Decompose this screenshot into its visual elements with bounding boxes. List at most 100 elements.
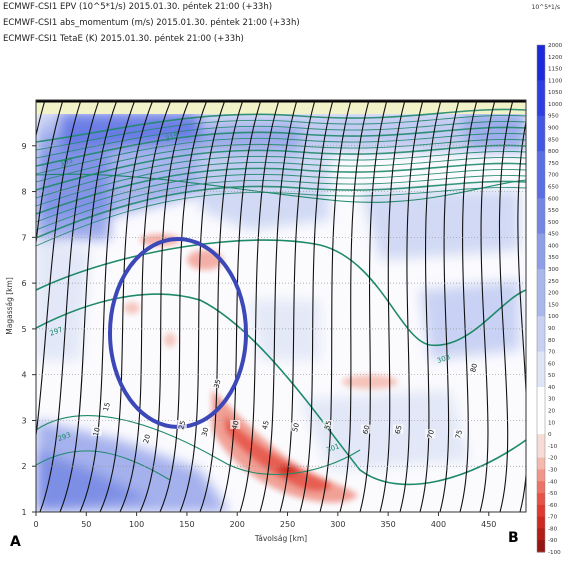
colorbar-label: -90 xyxy=(548,538,558,544)
colorbar-swatch xyxy=(537,221,545,235)
colorbar-swatch xyxy=(537,162,545,176)
colorbar-label: 150 xyxy=(548,302,559,308)
thetae-contour xyxy=(36,415,361,476)
abs-momentum-label: 50 xyxy=(291,422,301,433)
thetae-contour xyxy=(36,173,526,203)
abs-momentum-label-bg xyxy=(141,433,152,443)
colorbar-unit: 10^5*1/s xyxy=(531,4,560,11)
colorbar-label: 1000 xyxy=(548,102,563,108)
abs-momentum-contour xyxy=(279,100,316,512)
colorbar-swatch xyxy=(537,115,545,129)
colorbar-label: 50 xyxy=(548,373,556,379)
thetae-contour xyxy=(36,126,526,167)
colorbar-swatch xyxy=(537,445,545,459)
abs-momentum-label-bg xyxy=(425,429,436,439)
colorbar-swatch xyxy=(537,386,545,400)
colorbar-label: -40 xyxy=(548,479,558,485)
thetae-contour xyxy=(36,156,526,207)
colorbar-label: 850 xyxy=(548,137,559,143)
colorbar-swatch xyxy=(537,103,545,117)
abs-momentum-label: 80 xyxy=(469,363,479,374)
colorbar-label: 1050 xyxy=(548,90,563,96)
plot-frame xyxy=(35,99,527,513)
colorbar-label: 650 xyxy=(548,184,559,190)
colorbar-label: 900 xyxy=(548,126,559,132)
thetae-contour xyxy=(36,108,526,143)
y-tick-label: 3 xyxy=(21,416,26,425)
colorbar-swatch xyxy=(537,516,545,529)
colorbar-swatch xyxy=(537,280,545,294)
abs-momentum-contour xyxy=(399,100,424,512)
y-tick-label: 5 xyxy=(21,325,26,334)
thetae-contour xyxy=(36,132,526,175)
abs-momentum-contour xyxy=(219,100,262,512)
colorbar-label: -50 xyxy=(548,491,558,497)
colorbar-label: -60 xyxy=(548,503,558,509)
colorbar-swatch xyxy=(537,245,545,258)
header-line-abs-momentum: ECMWF-CSI1 abs_momentum (m/s) 2015.01.30… xyxy=(3,18,300,28)
x-tick-label: 300 xyxy=(330,520,345,529)
x-tick-label: 450 xyxy=(481,520,496,529)
x-tick-label: 100 xyxy=(129,520,144,529)
colorbar-swatch xyxy=(537,375,545,388)
abs-momentum-label-bg xyxy=(260,420,271,430)
colorbar-swatch xyxy=(537,45,545,58)
abs-momentum-label-bg xyxy=(230,420,241,430)
thetae-contour xyxy=(36,162,526,215)
colorbar-swatch xyxy=(537,493,545,506)
colorbar: 2000120011501100105010009509008508007507… xyxy=(536,43,563,556)
colorbar-label: 1200 xyxy=(548,55,563,61)
colorbar-label: 350 xyxy=(548,255,559,261)
abs-momentum-label: 40 xyxy=(231,420,241,431)
abs-momentum-label-bg xyxy=(393,424,404,434)
y-tick-label: 9 xyxy=(21,142,26,151)
colorbar-label: 550 xyxy=(548,208,559,214)
abs-momentum-label: 70 xyxy=(426,429,436,440)
header-line-thetae: ECMWF-CSI1 TetaE (K) 2015.01.30. péntek … xyxy=(3,34,244,44)
colorbar-swatch xyxy=(537,257,545,270)
abs-momentum-contour xyxy=(119,100,172,512)
colorbar-swatch xyxy=(537,80,545,93)
abs-momentum-label: 60 xyxy=(361,424,371,435)
colorbar-label: 750 xyxy=(548,161,559,167)
abs-momentum-label-bg xyxy=(91,426,102,436)
x-tick-label: 50 xyxy=(81,520,91,529)
abs-momentum-contour xyxy=(199,100,244,512)
abs-momentum-contour xyxy=(319,100,352,512)
colorbar-label: 250 xyxy=(548,279,559,285)
colorbar-label: 700 xyxy=(548,173,559,179)
colorbar-label: -80 xyxy=(548,526,558,532)
abs-momentum-label-bg xyxy=(322,420,333,430)
corner-label-a: A xyxy=(10,534,21,550)
colorbar-label: -30 xyxy=(548,467,558,473)
thetae-contour xyxy=(36,144,526,191)
y-tick-label: 4 xyxy=(21,371,26,380)
colorbar-label: 600 xyxy=(548,196,559,202)
x-tick-label: 200 xyxy=(230,520,245,529)
abs-momentum-contour xyxy=(517,118,526,512)
colorbar-swatch xyxy=(537,68,545,81)
abs-momentum-contour xyxy=(359,100,388,512)
grid-lines xyxy=(36,145,526,467)
thetae-contour xyxy=(36,186,526,247)
abs-momentum-contour xyxy=(299,100,334,512)
abs-momentum-contour xyxy=(498,100,514,512)
axes: 0 50 100 150 200 250 300 350 400 450123456789Távo… xyxy=(5,142,496,543)
abs-momentum-label: 15 xyxy=(102,401,112,412)
x-axis-label: Távolság [km] xyxy=(254,534,307,543)
abs-momentum-label: 75 xyxy=(454,429,464,440)
abs-momentum-label-bg xyxy=(176,420,187,430)
colorbar-label: 70 xyxy=(548,350,556,356)
abs-momentum-label: 55 xyxy=(323,420,333,431)
abs-momentum-label: 65 xyxy=(394,424,404,435)
x-tick-label: 150 xyxy=(179,520,194,529)
abs-momentum-label-bg xyxy=(290,422,301,432)
colorbar-label: -10 xyxy=(548,444,558,450)
colorbar-label: 20 xyxy=(548,409,556,415)
abs-momentum-label: 35 xyxy=(213,379,223,390)
colorbar-label: 100 xyxy=(548,314,559,320)
colorbar-label: 950 xyxy=(548,114,559,120)
abs-momentum-contour xyxy=(36,100,64,247)
colorbar-swatch xyxy=(537,210,545,223)
